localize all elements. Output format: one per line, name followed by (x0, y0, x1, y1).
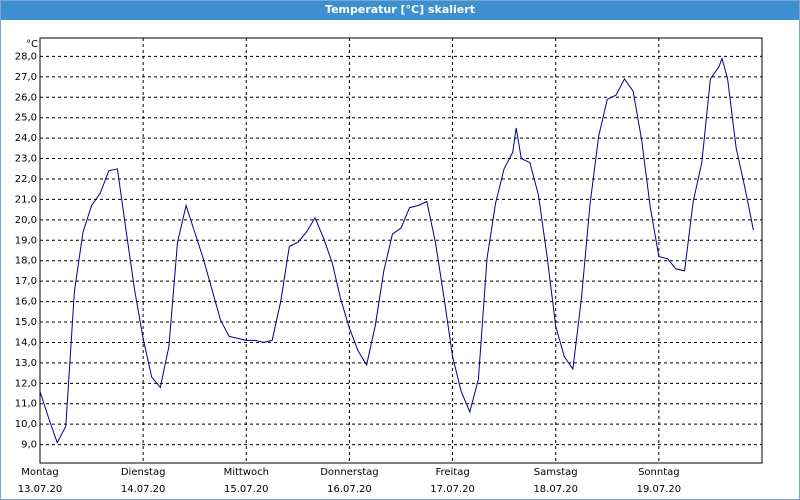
x-tick-date: 14.07.20 (121, 484, 166, 495)
x-tick-label: Mittwoch (224, 467, 269, 478)
y-tick-label: 12,0 (15, 378, 37, 389)
x-tick-date: 16.07.20 (327, 484, 372, 495)
y-unit: °C (26, 39, 38, 50)
y-tick-label: 9,0 (21, 440, 37, 451)
plot-frame (39, 37, 763, 464)
y-tick-label: 22,0 (15, 174, 37, 185)
x-tick-date: 19.07.20 (637, 484, 682, 495)
x-tick-label: Sonntag (638, 467, 680, 478)
title-bar (0, 0, 800, 20)
y-tick-label: 24,0 (15, 133, 37, 144)
y-tick-label: 11,0 (15, 399, 37, 410)
chart-title: Temperatur [°C] skaliert (325, 3, 475, 16)
x-tick-label: Freitag (435, 467, 469, 478)
y-tick-label: 20,0 (15, 215, 37, 226)
y-tick-label: 14,0 (15, 337, 37, 348)
y-tick-label: 10,0 (15, 419, 37, 430)
y-tick-label: 26,0 (15, 92, 37, 103)
x-tick-label: Montag (21, 467, 58, 478)
x-tick-label: Donnerstag (320, 467, 378, 478)
y-tick-label: 15,0 (15, 317, 37, 328)
x-tick-date: 18.07.20 (533, 484, 578, 495)
y-tick-label: 19,0 (15, 235, 37, 246)
y-tick-label: 16,0 (15, 297, 37, 308)
y-tick-label: 18,0 (15, 256, 37, 267)
y-tick-label: 28,0 (15, 51, 37, 62)
x-tick-date: 15.07.20 (224, 484, 269, 495)
y-tick-label: 23,0 (15, 154, 37, 165)
y-tick-label: 13,0 (15, 358, 37, 369)
y-tick-label: 17,0 (15, 276, 37, 287)
temperature-line (39, 56, 754, 444)
y-tick-label: 21,0 (15, 194, 37, 205)
x-tick-label: Dienstag (121, 467, 166, 478)
x-tick-date: 17.07.20 (430, 484, 475, 495)
x-tick-date: 13.07.20 (18, 484, 63, 495)
x-tick-label: Samstag (534, 467, 578, 478)
y-tick-label: 25,0 (15, 113, 37, 124)
y-tick-label: 27,0 (15, 72, 37, 83)
